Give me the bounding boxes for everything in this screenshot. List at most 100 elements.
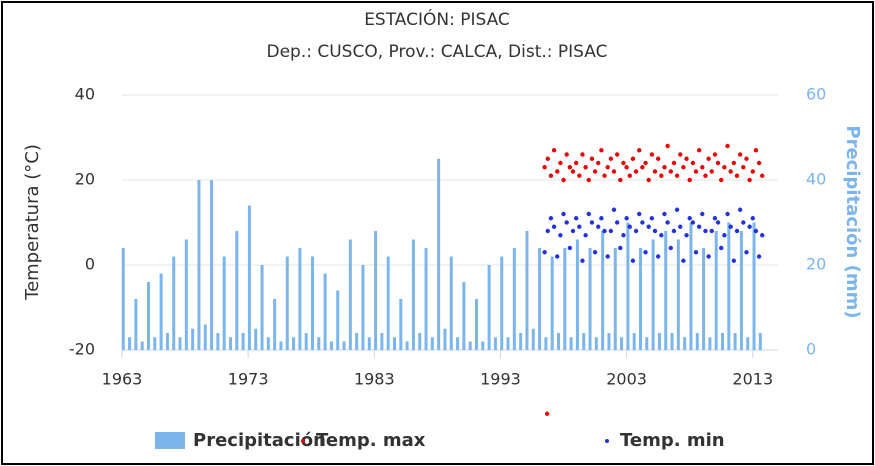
temp-point: [652, 169, 658, 174]
temp-point: [719, 177, 724, 183]
x-tick-label: 1963: [102, 370, 143, 389]
temp-point: [602, 228, 607, 234]
precip-bar: [720, 333, 724, 350]
legend-label[interactable]: Temp. max: [316, 430, 426, 451]
precip-bar: [374, 231, 378, 350]
temp-point: [621, 233, 626, 238]
temp-point: [608, 228, 614, 234]
temp-point: [709, 228, 714, 234]
legend-label[interactable]: Temp. min: [620, 430, 725, 451]
precip-bar: [575, 239, 579, 350]
temp-point: [551, 148, 557, 153]
temp-point: [668, 169, 673, 174]
temp-point: [731, 160, 737, 166]
legend-swatch: [301, 439, 305, 443]
temp-point: [592, 250, 598, 255]
precip-bar: [329, 341, 333, 350]
precip-bar: [474, 299, 478, 350]
temp-point: [592, 169, 598, 174]
temp-point: [643, 160, 648, 166]
precip-bar: [702, 248, 706, 350]
temp-point: [624, 216, 629, 221]
temp-point: [760, 233, 765, 238]
precip-bar: [550, 256, 554, 350]
temp-point: [618, 245, 623, 251]
temp-point: [744, 156, 749, 161]
precip-bar: [556, 333, 560, 350]
x-tick-label: 2013: [732, 370, 773, 389]
precip-bar: [657, 333, 661, 350]
temp-point: [558, 233, 563, 238]
precip-bar: [582, 333, 586, 350]
temp-point: [551, 224, 557, 229]
precip-bar: [689, 222, 693, 350]
temp-point: [589, 156, 595, 161]
temp-point: [577, 224, 582, 229]
temp-point: [611, 169, 617, 174]
temp-point: [690, 160, 696, 166]
precip-bar: [626, 222, 630, 350]
precip-bar: [184, 239, 188, 350]
temp-point: [693, 169, 699, 174]
temp-point: [573, 160, 579, 166]
x-tick-label: 2003: [606, 370, 647, 389]
temp-point: [747, 224, 752, 229]
temp-point: [555, 254, 560, 259]
precip-bar: [342, 341, 346, 350]
temp-point: [700, 211, 705, 217]
temp-point: [596, 224, 601, 229]
precip-bar: [361, 265, 365, 350]
precip-bar: [601, 231, 605, 350]
temp-point: [655, 254, 661, 259]
temp-point: [652, 228, 658, 234]
temp-point: [734, 173, 740, 178]
temp-point: [665, 143, 670, 149]
temp-point: [703, 228, 708, 234]
precip-bar: [216, 333, 220, 350]
temp-point: [643, 250, 648, 255]
temp-point: [709, 169, 714, 174]
precip-bar: [159, 273, 163, 350]
precip-bar: [538, 248, 542, 350]
precip-bar: [411, 239, 415, 350]
temp-point: [760, 173, 765, 178]
temp-point: [753, 148, 759, 153]
precip-bar: [683, 337, 687, 350]
temp-point: [624, 165, 629, 170]
precip-bar: [708, 337, 712, 350]
temp-point: [630, 156, 636, 161]
temp-point: [722, 165, 727, 170]
precip-bar: [134, 299, 138, 350]
precip-bar: [121, 248, 125, 350]
temp-point: [655, 156, 661, 161]
temp-point: [544, 411, 550, 416]
temp-point: [753, 228, 759, 234]
temp-point: [548, 173, 554, 178]
precip-bar: [651, 239, 655, 350]
precip-bar: [519, 333, 523, 350]
precip-bar: [613, 248, 617, 350]
temp-point: [687, 216, 692, 221]
precip-bar: [367, 337, 371, 350]
precip-bar: [531, 328, 535, 350]
precip-bar: [733, 333, 737, 350]
temp-point: [684, 156, 689, 161]
precip-bar: [664, 231, 668, 350]
temp-point: [646, 224, 651, 229]
temp-point: [618, 177, 623, 183]
precip-bar: [569, 337, 573, 350]
temp-point: [715, 160, 721, 166]
legend-label[interactable]: Precipitación: [193, 430, 326, 451]
precip-bar: [676, 239, 680, 350]
temp-point: [678, 224, 683, 229]
temp-point: [627, 224, 632, 229]
temp-point: [662, 211, 667, 217]
temp-point: [555, 169, 560, 174]
precip-bar: [607, 333, 611, 350]
precip-bar: [588, 248, 592, 350]
temp-point: [756, 160, 762, 166]
temp-point: [649, 216, 655, 221]
precip-bar: [380, 333, 384, 350]
temp-point: [558, 160, 563, 166]
